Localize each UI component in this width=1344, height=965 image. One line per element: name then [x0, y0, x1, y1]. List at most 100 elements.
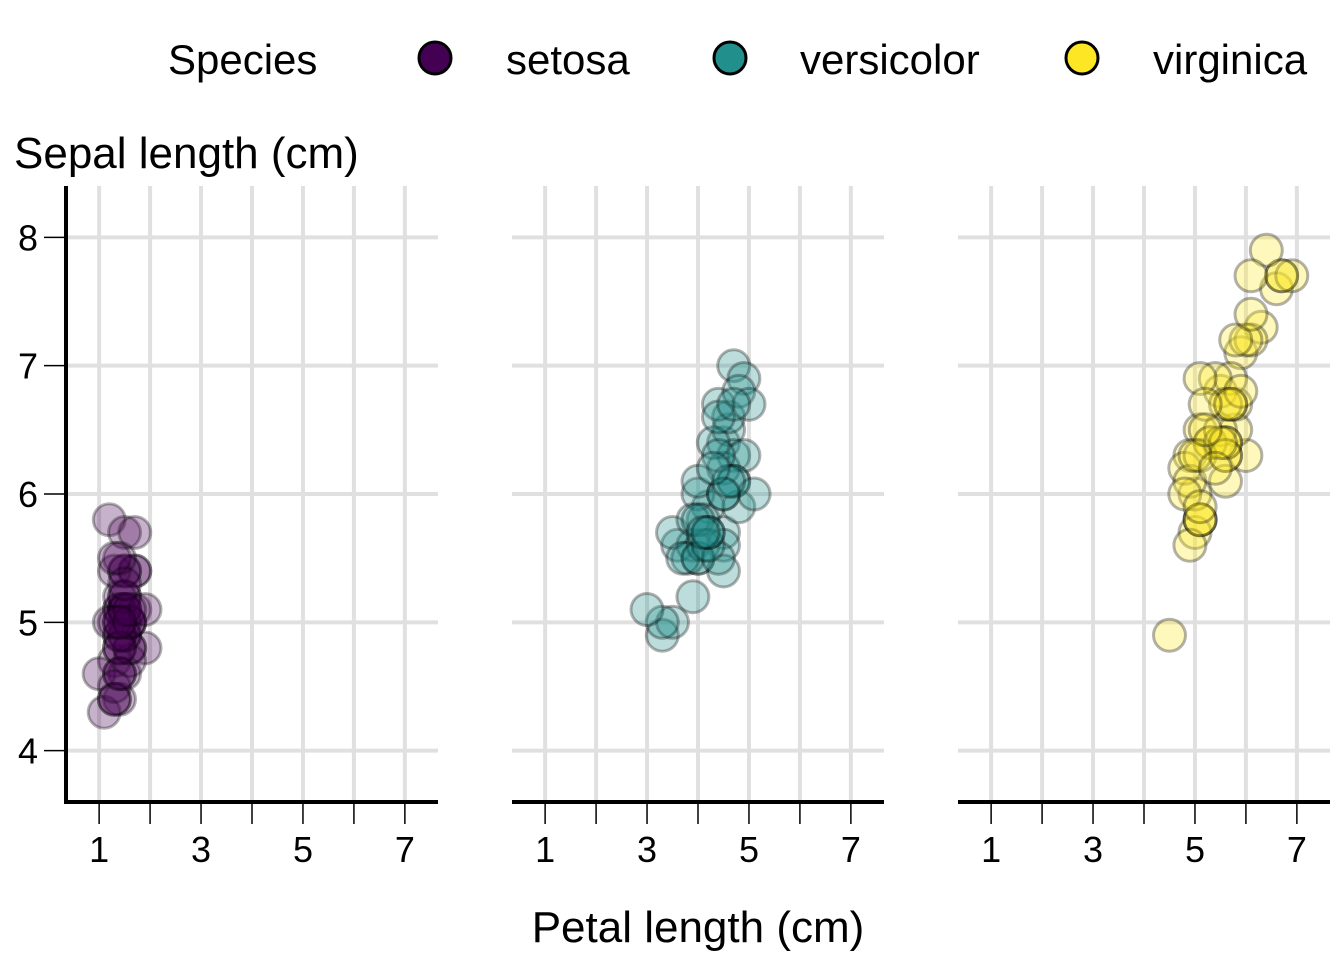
- data-point: [675, 527, 711, 563]
- data-point: [1167, 450, 1203, 486]
- data-point: [96, 669, 132, 704]
- data-point: [1248, 232, 1284, 268]
- data-point: [1182, 502, 1218, 538]
- data-point: [1208, 438, 1243, 473]
- x-tick-label: 7: [841, 829, 861, 870]
- data-point: [736, 476, 772, 512]
- data-point: [107, 566, 143, 602]
- data-point: [695, 450, 731, 486]
- data-point: [721, 489, 757, 525]
- data-point: [107, 553, 143, 589]
- data-point: [1177, 476, 1213, 512]
- data-point: [716, 386, 752, 422]
- data-point: [685, 515, 721, 550]
- data-point: [1182, 489, 1218, 525]
- data-point: [1182, 412, 1218, 448]
- data-point: [700, 540, 736, 576]
- data-point: [112, 630, 148, 666]
- data-point: [1264, 258, 1300, 294]
- data-point: [107, 617, 143, 653]
- data-point: [1177, 438, 1213, 473]
- data-point: [644, 604, 680, 640]
- legend-key-versicolor: [712, 40, 748, 76]
- data-point: [107, 656, 143, 692]
- data-point: [102, 592, 137, 627]
- legend-label-virginica: virginica: [1153, 36, 1308, 83]
- data-point: [1202, 425, 1238, 461]
- data-point: [1208, 386, 1243, 422]
- data-point: [680, 502, 716, 538]
- data-point: [112, 604, 148, 640]
- data-point: [660, 527, 696, 563]
- data-point: [716, 463, 752, 499]
- data-point: [1259, 271, 1294, 307]
- data-point: [706, 527, 741, 563]
- data-point: [117, 592, 153, 627]
- data-point: [1213, 361, 1249, 396]
- data-point: [726, 438, 762, 473]
- data-point: [107, 617, 143, 653]
- data-point: [107, 579, 143, 615]
- data-point: [1233, 322, 1269, 358]
- y-tick-label: 6: [18, 474, 38, 515]
- data-point: [680, 476, 716, 512]
- data-point: [107, 553, 143, 589]
- data-point: [1223, 373, 1259, 409]
- data-point: [102, 630, 137, 666]
- y-tick-label: 7: [18, 346, 38, 387]
- data-point: [102, 617, 137, 653]
- x-tick-label: 7: [1287, 829, 1307, 870]
- facet-panel-virginica: 1 3 5 7: [958, 186, 1330, 870]
- facet-panels: 1 3 5 7 4 5 6 7 8 1 3 5 7 1 3 5 7: [18, 186, 1330, 870]
- data-point: [1172, 463, 1208, 499]
- data-point: [102, 540, 137, 576]
- x-tick-label: 3: [637, 829, 657, 870]
- y-tick-label: 4: [18, 731, 38, 772]
- data-point: [1228, 322, 1264, 358]
- data-point: [680, 540, 716, 576]
- data-point: [1182, 361, 1218, 396]
- data-point: [1197, 361, 1233, 396]
- data-point: [706, 450, 741, 486]
- y-tick-label: 8: [18, 217, 38, 258]
- data-point: [721, 373, 757, 409]
- data-point: [1152, 617, 1187, 653]
- data-point: [107, 604, 143, 640]
- data-point: [655, 515, 690, 550]
- x-tick-label: 3: [191, 829, 211, 870]
- data-point: [117, 553, 153, 589]
- data-point: [1208, 425, 1243, 461]
- x-tick-label: 1: [535, 829, 555, 870]
- data-points-setosa: [81, 502, 163, 730]
- data-point: [629, 592, 665, 627]
- data-point: [102, 681, 137, 717]
- data-point: [731, 386, 767, 422]
- data-point: [107, 592, 143, 627]
- data-point: [1202, 373, 1238, 409]
- data-point: [96, 604, 132, 640]
- x-tick-label: 3: [1083, 829, 1103, 870]
- data-point: [127, 592, 163, 627]
- data-point: [112, 604, 148, 640]
- legend: Species setosa versicolor virginica: [168, 36, 1308, 83]
- data-point: [670, 540, 706, 576]
- data-point: [102, 604, 137, 640]
- data-point: [107, 592, 143, 627]
- data-point: [726, 361, 762, 396]
- data-point: [1187, 412, 1223, 448]
- data-point: [1177, 515, 1213, 550]
- data-point: [1187, 386, 1223, 422]
- data-point: [711, 463, 747, 499]
- facet-panel-setosa: 1 3 5 7 4 5 6 7 8: [18, 186, 438, 870]
- data-point: [91, 502, 127, 538]
- data-point: [1208, 425, 1243, 461]
- y-axis-title: Sepal length (cm): [14, 129, 359, 178]
- data-point: [1182, 502, 1218, 538]
- data-point: [102, 656, 137, 692]
- data-point: [96, 553, 132, 589]
- data-point: [81, 656, 117, 692]
- data-point: [1208, 438, 1243, 473]
- data-point: [127, 630, 163, 666]
- legend-label-versicolor: versicolor: [800, 36, 980, 83]
- data-point: [102, 630, 137, 666]
